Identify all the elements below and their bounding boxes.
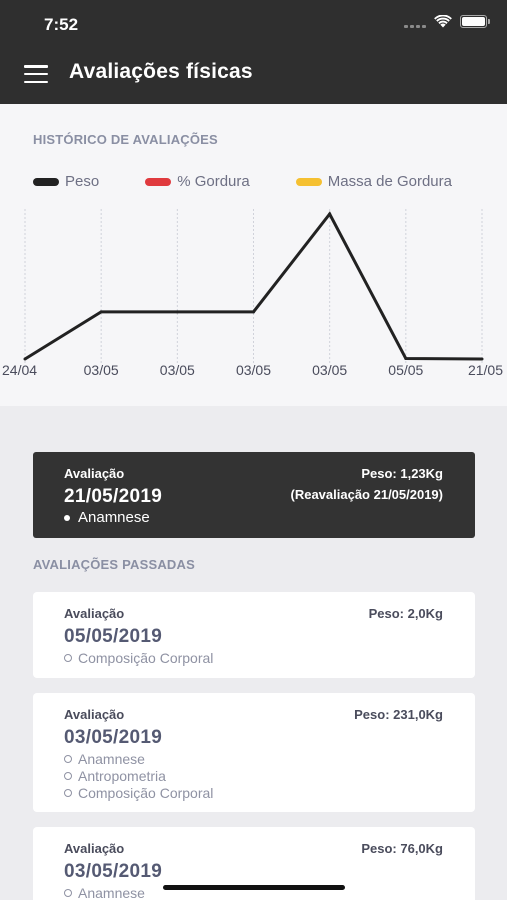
legend-item-gordura: % Gordura: [145, 173, 250, 190]
list-item: Composição Corporal: [64, 649, 213, 666]
x-tick-label: 03/05: [312, 362, 347, 378]
battery-icon: [460, 15, 490, 28]
item-label: Composição Corporal: [78, 784, 214, 801]
list-item: Anamnese: [64, 509, 150, 526]
status-bar: 7:52: [0, 0, 507, 46]
card-date: 03/05/2019: [64, 861, 163, 882]
page-title: Avaliações físicas: [69, 60, 253, 83]
card-weight: Peso: 231,0Kg: [354, 707, 443, 722]
card-label: Avaliação: [64, 606, 125, 621]
wifi-icon: [434, 15, 452, 28]
status-time: 7:52: [44, 15, 79, 34]
card-items: Anamnese: [64, 509, 150, 526]
item-label: Antropometria: [78, 767, 166, 784]
data-point: [328, 212, 332, 216]
legend-swatch: [295, 177, 322, 186]
x-tick-label: 03/05: [236, 362, 271, 378]
list-item: Anamnese: [64, 884, 145, 900]
legend-label: % Gordura: [177, 173, 250, 190]
card-items: Composição Corporal: [64, 649, 213, 666]
item-label: Composição Corporal: [78, 649, 214, 666]
home-indicator: [163, 885, 345, 890]
item-label: Anamnese: [78, 509, 150, 526]
x-tick-label: 21/05: [468, 362, 503, 378]
x-tick-label: 24/04: [2, 362, 37, 378]
card-weight: Peso: 76,0Kg: [361, 841, 443, 856]
bullet-icon: [64, 754, 72, 763]
history-section: HISTÓRICO DE AVALIAÇÕES Peso % Gordura M…: [0, 104, 507, 406]
menu-icon[interactable]: [24, 65, 48, 83]
history-chart: 24/04 03/05 03/05 03/05 03/05 05/05 21/05: [2, 209, 503, 378]
history-title: HISTÓRICO DE AVALIAÇÕES: [33, 132, 218, 147]
past-evaluations-title: AVALIAÇÕES PASSADAS: [33, 557, 195, 572]
list-item: Antropometria: [64, 767, 213, 784]
list-item: Anamnese: [64, 750, 213, 767]
card-weight: Peso: 1,23Kg: [361, 466, 443, 481]
legend-label: Peso: [65, 173, 100, 190]
card-label: Avaliação: [64, 841, 125, 856]
data-point: [404, 357, 408, 361]
legend-swatch: [145, 177, 172, 186]
past-evaluation-card[interactable]: Avaliação Peso: 231,0Kg 03/05/2019 Anamn…: [33, 693, 475, 812]
card-items: Anamnese Antropometria Composição Corpor…: [64, 750, 213, 801]
item-label: Anamnese: [78, 884, 145, 900]
legend-item-peso: Peso: [33, 173, 99, 190]
legend-swatch: [33, 177, 59, 186]
legend-item-massa-gordura: Massa de Gordura: [295, 173, 452, 190]
data-point: [252, 310, 255, 314]
past-evaluation-card[interactable]: Avaliação Peso: 2,0Kg 05/05/2019 Composi…: [33, 592, 475, 678]
data-point: [99, 310, 103, 314]
bullet-icon: [64, 653, 72, 662]
data-point: [23, 357, 27, 361]
x-tick-label: 03/05: [160, 362, 195, 378]
current-evaluation-card[interactable]: Avaliação Peso: 1,23Kg 21/05/2019 (Reava…: [33, 452, 475, 538]
data-point: [175, 310, 179, 314]
chart-legend: Peso % Gordura Massa de Gordura: [33, 173, 452, 190]
bullet-icon: [64, 514, 70, 521]
x-tick-label: 03/05: [84, 362, 119, 378]
data-point: [480, 357, 484, 361]
bullet-icon: [64, 788, 72, 797]
bullet-icon: [64, 888, 72, 897]
card-label: Avaliação: [64, 466, 125, 481]
reevaluation-date: (Reavaliação 21/05/2019): [290, 487, 444, 502]
card-date: 03/05/2019: [64, 727, 163, 748]
card-items: Anamnese: [64, 884, 145, 900]
status-icons: [404, 15, 490, 28]
list-item: Composição Corporal: [64, 784, 213, 801]
card-weight: Peso: 2,0Kg: [368, 606, 443, 621]
cellular-signal-icon: [404, 16, 426, 28]
app-bar: Avaliações físicas: [0, 46, 507, 104]
legend-label: Massa de Gordura: [327, 173, 452, 190]
card-date: 21/05/2019: [64, 486, 163, 507]
card-date: 05/05/2019: [64, 626, 163, 647]
x-tick-label: 05/05: [388, 362, 423, 378]
card-label: Avaliação: [64, 707, 125, 722]
bullet-icon: [64, 771, 72, 780]
item-label: Anamnese: [78, 750, 145, 767]
